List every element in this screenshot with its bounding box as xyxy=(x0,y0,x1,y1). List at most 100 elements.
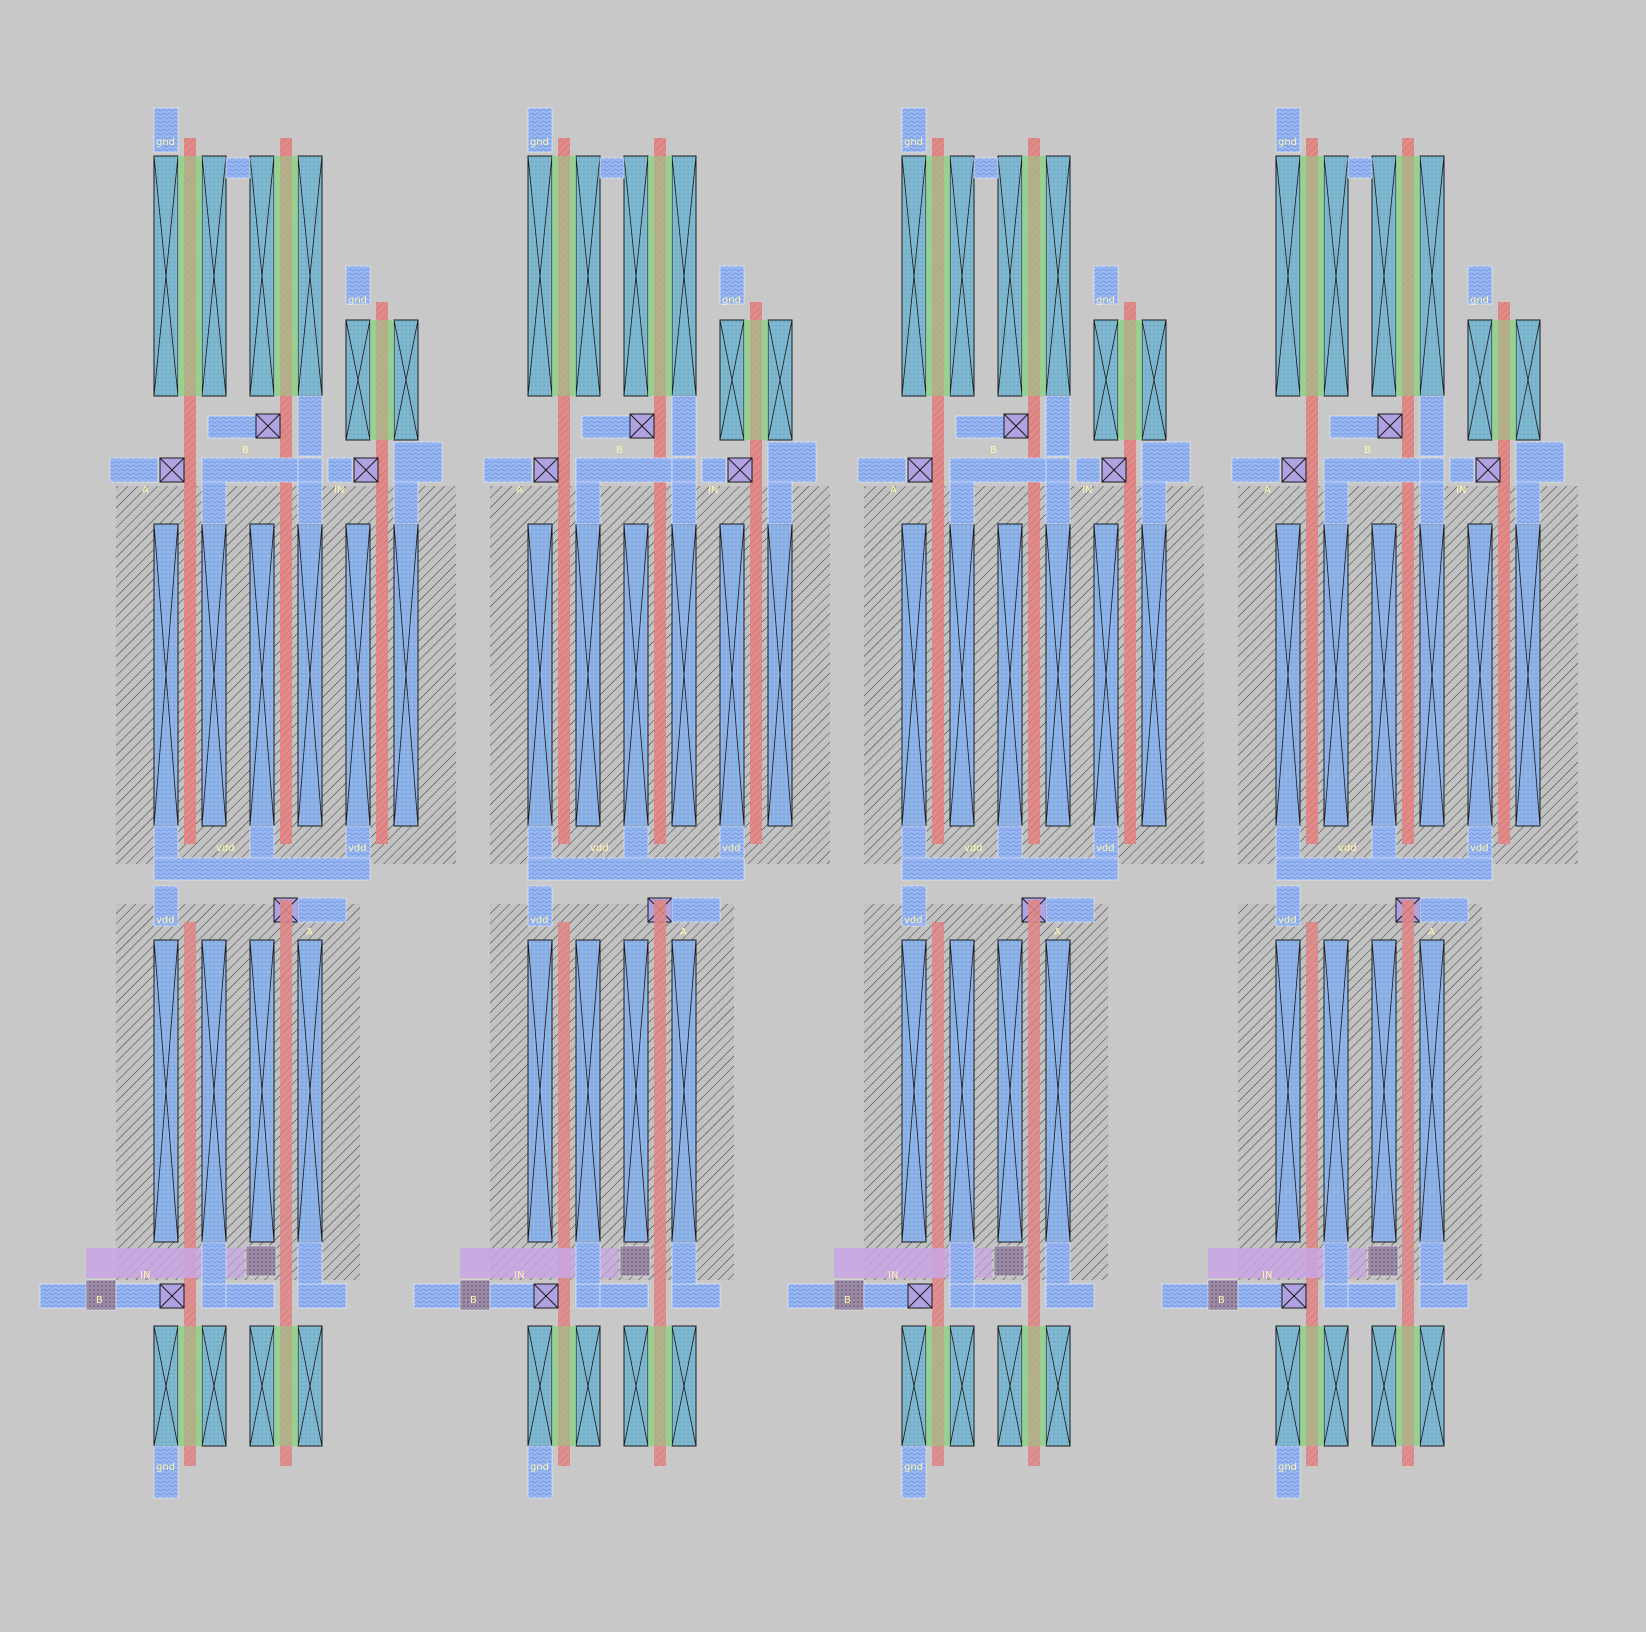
nmos-bottom-finger-4 xyxy=(671,1325,697,1447)
poly-lower-2 xyxy=(1402,900,1414,1466)
vdd-bus xyxy=(901,857,1119,881)
metal-b-mid xyxy=(115,1283,161,1309)
pmos-upper-finger-4-diag2 xyxy=(297,523,323,827)
contact-a xyxy=(907,457,933,483)
layout-cell-4: gndgndBAYINOUTvddvddvddAINOUTYBgnd xyxy=(1161,107,1578,1499)
nmos-small-finger-2-diag2 xyxy=(1515,319,1541,441)
pmos-upper-finger-6 xyxy=(1141,523,1167,827)
pmos-lower-finger-3 xyxy=(623,939,649,1243)
label-gnd-top: gnd xyxy=(530,137,549,148)
nmos-bottom-finger-2 xyxy=(575,1325,601,1447)
pmos-upper-finger-4-diag2 xyxy=(1419,523,1445,827)
nmos-small-finger-2-diag2 xyxy=(767,319,793,441)
nmos-top-finger-2-diag2 xyxy=(1323,155,1349,397)
strap-pmos-2 xyxy=(949,481,975,525)
poly-b2 xyxy=(654,1326,666,1446)
pmos-upper-finger-1-diag2 xyxy=(527,523,553,827)
gnd-pad-bottom xyxy=(1275,1445,1301,1499)
gnd-pad-bottom xyxy=(527,1445,553,1499)
strap-pmos-2 xyxy=(201,481,227,525)
vdd-drop-5 xyxy=(1093,825,1119,859)
label-a-top: A xyxy=(1264,485,1271,496)
nmos-top-finger-1 xyxy=(527,155,553,397)
pmos-upper-finger-4 xyxy=(671,523,697,827)
metal-in-pad xyxy=(1449,457,1475,483)
nmos-top-finger-3 xyxy=(997,155,1023,397)
metal-b-left xyxy=(413,1283,463,1309)
pmos-lower-finger-3-diag2 xyxy=(1371,939,1397,1243)
pmos-upper-finger-2-diag2 xyxy=(575,523,601,827)
label-a-low: A xyxy=(1054,927,1061,938)
metal-b-row xyxy=(955,415,1005,439)
metal-a-left xyxy=(1231,457,1281,483)
gnd-pad-top xyxy=(153,107,179,153)
nmos-bottom-finger-1-diag2 xyxy=(527,1325,553,1447)
nmos-small-finger-2 xyxy=(1515,319,1541,441)
metal-b-mid xyxy=(863,1283,909,1309)
poly-pmos-1 xyxy=(1306,486,1318,844)
pmos-upper-finger-4 xyxy=(1045,523,1071,827)
metal-b-left xyxy=(39,1283,89,1309)
layout-cell-1: gndgndBAYINOUTvddvddvddAINOUTYBgnd xyxy=(39,107,456,1499)
layout-cell-2: gndgndBAYINOUTvddvddvddAINOUTYBgnd xyxy=(413,107,830,1499)
nwell-region-lower xyxy=(864,904,1108,1280)
pmos-lower-finger-4-diag2 xyxy=(671,939,697,1243)
metal-out-strap xyxy=(671,395,697,457)
strap-low-4 xyxy=(1045,1241,1071,1285)
metal-b-row xyxy=(1329,415,1379,439)
metal-b-row xyxy=(207,415,257,439)
label-in-low: IN xyxy=(514,1270,524,1281)
vdd-bus xyxy=(153,857,371,881)
metal-b-left xyxy=(787,1283,837,1309)
pmos-upper-finger-6 xyxy=(767,523,793,827)
pmos-upper-finger-3-diag2 xyxy=(997,523,1023,827)
poly-pmos-3 xyxy=(1498,486,1510,844)
pmos-lower-finger-2-diag2 xyxy=(949,939,975,1243)
via-out xyxy=(245,1245,277,1277)
metal-out-strap xyxy=(1045,395,1071,457)
poly-over-3 xyxy=(750,320,762,440)
metal-y-pad xyxy=(297,457,323,483)
nmos-bottom-finger-4-diag2 xyxy=(1045,1325,1071,1447)
pmos-upper-finger-3 xyxy=(997,523,1023,827)
pmos-lower-finger-1-diag2 xyxy=(153,939,179,1243)
nmos-bottom-finger-3-diag2 xyxy=(1371,1325,1397,1447)
metal-a-low xyxy=(1045,897,1095,923)
strap-low-4 xyxy=(671,1241,697,1285)
pmos-upper-finger-3 xyxy=(1371,523,1397,827)
poly-b2 xyxy=(280,1326,292,1446)
nmos-bottom-finger-2-diag2 xyxy=(1323,1325,1349,1447)
strap-pmos-6 xyxy=(1515,481,1541,525)
metal-jumper-top xyxy=(599,157,625,179)
nmos-top-finger-3 xyxy=(249,155,275,397)
nmos-top-finger-4 xyxy=(1419,155,1445,397)
nmos-small-finger-1-diag2 xyxy=(345,319,371,441)
strap-pmos-4 xyxy=(671,481,697,525)
pmos-upper-finger-4-diag2 xyxy=(1045,523,1071,827)
vdd-pad-low xyxy=(1275,885,1301,927)
nmos-bottom-finger-3 xyxy=(623,1325,649,1447)
nmos-small-finger-1-diag2 xyxy=(719,319,745,441)
pmos-lower-finger-2 xyxy=(1323,939,1349,1243)
pmos-upper-finger-1 xyxy=(901,523,927,827)
pmos-upper-finger-5-diag2 xyxy=(1467,523,1493,827)
contact-in xyxy=(1101,457,1127,483)
poly-pmos-2 xyxy=(654,486,666,844)
metal-a-low xyxy=(297,897,347,923)
nmos-top-finger-1-diag2 xyxy=(527,155,553,397)
via-b xyxy=(459,1279,491,1311)
metal2-in xyxy=(86,1248,196,1278)
nmos-top-finger-4-diag2 xyxy=(1419,155,1445,397)
metal-y-low xyxy=(297,1283,347,1309)
pmos-upper-finger-3-diag2 xyxy=(1371,523,1397,827)
metal2-in xyxy=(834,1248,944,1278)
label-b-low: B xyxy=(96,1295,103,1306)
poly-over-2 xyxy=(1028,156,1040,396)
nmos-bottom-finger-3 xyxy=(997,1325,1023,1447)
pmos-lower-finger-4 xyxy=(297,939,323,1243)
contact-in xyxy=(727,457,753,483)
label-in-mid: IN xyxy=(1456,485,1466,496)
pmos-upper-finger-4 xyxy=(1419,523,1445,827)
strap-low-4 xyxy=(297,1241,323,1285)
poly-pmos-2 xyxy=(1028,486,1040,844)
